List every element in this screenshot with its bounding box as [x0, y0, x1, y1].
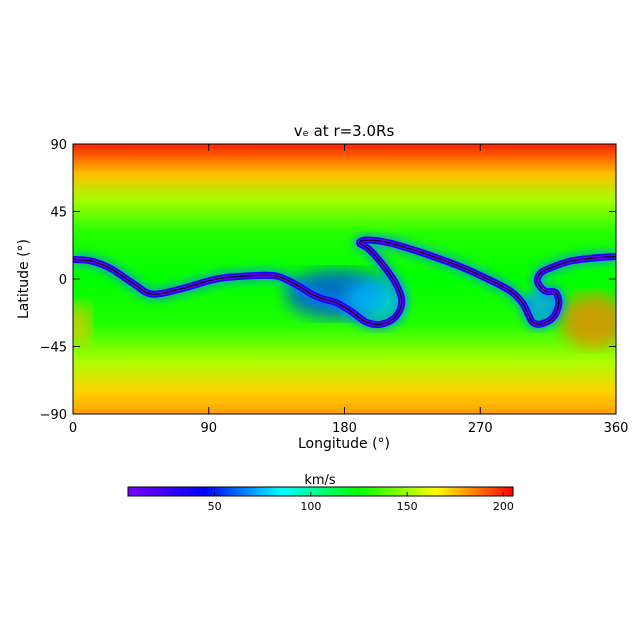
colorbar: [127, 486, 514, 497]
y-axis-label: Latitude (°): [16, 239, 32, 319]
chart-title: vₑ at r=3.0Rs: [294, 122, 395, 140]
heatmap-structures: [73, 270, 616, 348]
colorbar-tick-label: 50: [208, 500, 222, 513]
y-tick-label: −45: [40, 341, 67, 356]
colorbar-ticks: 50 100 150 200: [208, 492, 514, 513]
x-tick-label: 270: [468, 421, 493, 436]
y-tick-label: 0: [59, 273, 67, 288]
current-sheet: [73, 233, 616, 332]
y-tick-label: 90: [50, 138, 67, 153]
colorbar-tick-label: 150: [397, 500, 418, 513]
x-tick-label: 90: [200, 421, 217, 436]
fast-wind-region: [560, 294, 616, 348]
x-tick-label: 0: [69, 421, 77, 436]
y-tick-label: 45: [50, 206, 67, 221]
x-tick-label: 360: [604, 421, 629, 436]
x-tick-label: 180: [332, 421, 357, 436]
plot-area: [73, 144, 616, 414]
colorbar-tick-label: 100: [300, 500, 321, 513]
neutral-line: [73, 239, 616, 326]
x-axis-ticks: 0 90 180 270 360: [69, 144, 629, 436]
colorbar-label: km/s: [304, 473, 336, 488]
y-axis-ticks: 90 45 0 −45 −90: [40, 138, 616, 423]
colorbar-tick-label: 200: [493, 500, 514, 513]
y-tick-label: −90: [40, 408, 67, 423]
x-axis-label: Longitude (°): [298, 436, 390, 452]
fast-wind-region: [73, 303, 92, 345]
